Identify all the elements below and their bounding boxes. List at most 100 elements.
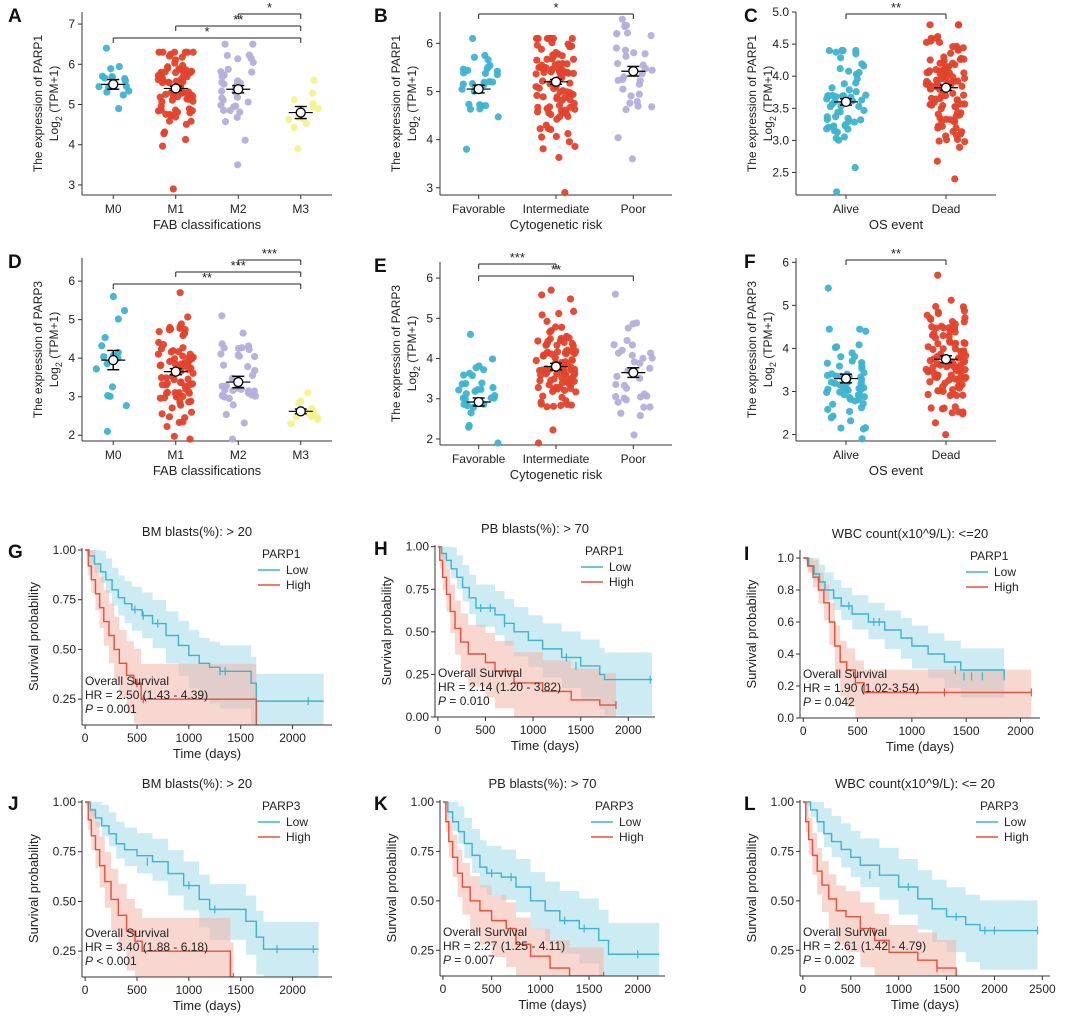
data-point	[181, 48, 190, 56]
x-tick-label: 1500	[576, 982, 603, 996]
data-point	[960, 74, 969, 82]
y-tick-label: 6	[426, 271, 433, 285]
y-tick-label: 3	[782, 384, 789, 398]
y-tick-label: 3	[68, 390, 75, 404]
x-tick-label: 0	[800, 982, 807, 996]
x-tick-label: 1500	[227, 731, 254, 745]
data-point	[842, 384, 851, 392]
data-point	[824, 385, 832, 393]
chart-title: BM blasts(%): > 20	[142, 524, 252, 539]
panel-label: E	[374, 256, 387, 277]
sig-label: ***	[510, 250, 525, 265]
data-point	[627, 92, 635, 100]
y-tick-label: 1.00	[771, 795, 795, 809]
survival-stat-title: Overall Survival	[803, 667, 887, 681]
x-tick-label: 500	[127, 983, 147, 997]
data-point	[481, 69, 490, 78]
data-point	[930, 369, 938, 377]
data-point	[476, 105, 484, 113]
data-point	[610, 341, 618, 349]
panel-label: H	[374, 539, 388, 560]
y-axis-label: The expression of PARP3	[389, 285, 403, 423]
data-point	[954, 21, 963, 29]
data-point	[156, 361, 164, 370]
data-point	[494, 113, 502, 121]
data-point	[235, 352, 243, 360]
data-point	[297, 397, 305, 405]
data-point	[823, 95, 831, 103]
data-point	[115, 62, 123, 71]
ci-band-low	[85, 549, 324, 725]
data-point	[223, 51, 231, 60]
data-point	[862, 327, 870, 335]
data-point	[857, 375, 866, 384]
data-point	[458, 85, 466, 93]
data-point	[823, 371, 832, 380]
data-point	[630, 358, 638, 366]
data-point	[829, 91, 837, 100]
legend-label-high: High	[609, 575, 634, 589]
data-point	[163, 379, 171, 387]
data-point	[309, 89, 317, 97]
x-tick-label: 0	[800, 724, 807, 738]
data-point	[621, 21, 629, 30]
x-tick-label: 1500	[227, 983, 254, 997]
data-point	[103, 88, 111, 96]
data-point	[542, 370, 550, 378]
data-point	[176, 289, 184, 297]
data-point	[184, 313, 192, 321]
data-point	[829, 412, 837, 420]
p-value: P = 0.007	[443, 953, 495, 967]
data-point	[239, 329, 247, 337]
x-tick-label: 1500	[953, 724, 980, 738]
data-point	[225, 394, 233, 403]
y-tick-label: 0.6	[777, 615, 794, 629]
data-point	[220, 344, 228, 352]
data-point	[294, 145, 302, 153]
data-point	[537, 400, 545, 408]
data-point	[168, 96, 176, 104]
data-point	[109, 292, 117, 301]
ci-band-high	[85, 801, 234, 977]
data-point	[534, 383, 542, 392]
data-point	[92, 365, 100, 373]
data-point	[962, 373, 970, 382]
data-point	[108, 72, 116, 81]
data-point	[840, 133, 848, 141]
data-point	[245, 51, 253, 59]
data-point	[493, 70, 501, 79]
data-point	[945, 376, 953, 384]
data-point	[927, 85, 935, 93]
p-value: P = 0.010	[438, 694, 490, 708]
data-point	[563, 60, 571, 68]
y-tick-label: 0.00	[406, 710, 430, 724]
survival-stat-title: Overall Survival	[443, 925, 527, 939]
y-tick-label: 0.75	[771, 844, 795, 858]
data-point	[562, 371, 570, 379]
data-point	[961, 138, 969, 146]
data-point	[959, 91, 968, 99]
data-point	[939, 332, 947, 340]
y-tick-label: 4	[782, 341, 789, 355]
data-point	[832, 48, 840, 56]
data-point	[630, 49, 638, 57]
data-point	[553, 385, 561, 393]
data-point	[567, 363, 575, 372]
data-point	[646, 403, 654, 411]
data-point	[155, 328, 163, 336]
panel-F: F 2 3 4 5 6 Alive Dead OS event The expression of…	[744, 246, 996, 478]
x-tick-label: M3	[292, 448, 309, 462]
data-point	[834, 108, 842, 116]
y-tick-label: 1.00	[406, 540, 430, 554]
data-point	[860, 106, 868, 115]
y-tick-label: 1.00	[411, 795, 435, 809]
legend-label-low: Low	[286, 563, 308, 577]
panel-B: B 3 4 5 6 Favorable Intermediate Poor Cytogeneti…	[374, 0, 672, 232]
data-point	[959, 391, 967, 399]
p-value: P = 0.002	[803, 953, 855, 967]
data-point	[176, 322, 184, 331]
data-point	[622, 384, 631, 392]
panel-label: C	[744, 6, 758, 27]
data-point	[628, 351, 636, 359]
data-point	[184, 375, 192, 383]
